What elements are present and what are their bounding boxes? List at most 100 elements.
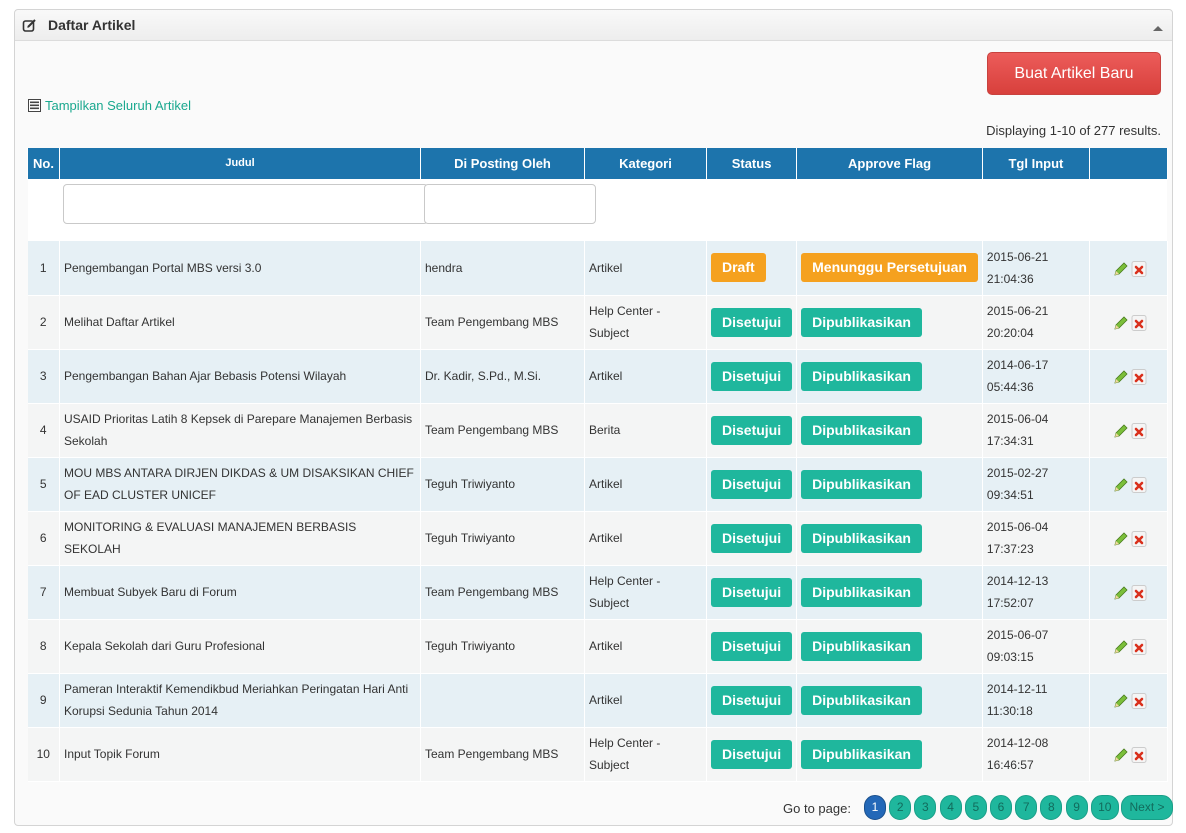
tgl-time: 21:04:36 — [986, 271, 1034, 286]
table-row: 6 MONITORING & EVALUASI MANAJEMEN BERBASI… — [27, 511, 1168, 566]
cell-approve: Dipublikasikan — [796, 349, 983, 404]
panel-header: Daftar Artikel — [15, 10, 1172, 41]
delete-x-icon[interactable] — [1130, 422, 1148, 440]
filter-row — [27, 179, 1168, 241]
tgl-date: 2014-12-11 — [986, 682, 1048, 696]
delete-x-icon[interactable] — [1130, 530, 1148, 548]
page-link[interactable]: 2 — [889, 795, 912, 820]
delete-x-icon[interactable] — [1130, 584, 1148, 602]
table-row: 3 Pengembangan Bahan Ajar Bebasis Potensi… — [27, 349, 1168, 404]
cell-approve: Dipublikasikan — [796, 295, 983, 350]
delete-x-icon[interactable] — [1130, 260, 1148, 278]
col-header-judul[interactable]: Judul — [59, 148, 421, 180]
delete-x-icon[interactable] — [1130, 368, 1148, 386]
page-link[interactable]: 3 — [914, 795, 937, 820]
cell-approve: Dipublikasikan — [796, 565, 983, 620]
pencil-icon[interactable] — [1112, 692, 1130, 710]
cell-no: 9 — [27, 673, 60, 728]
pencil-icon[interactable] — [1112, 584, 1130, 602]
page-link[interactable]: 7 — [1015, 795, 1038, 820]
cell-status: Disetujui — [706, 673, 798, 728]
cell-judul: Pengembangan Bahan Ajar Bebasis Potensi … — [59, 349, 421, 404]
pencil-icon[interactable] — [1112, 314, 1130, 332]
delete-x-icon[interactable] — [1130, 638, 1148, 656]
cell-oleh: Teguh Triwiyanto — [420, 457, 585, 512]
cell-approve: Dipublikasikan — [796, 403, 983, 458]
cell-oleh: Team Pengembang MBS — [420, 565, 585, 620]
cell-oleh — [420, 673, 585, 728]
cell-status: Draft — [706, 241, 798, 296]
pencil-icon[interactable] — [1112, 368, 1130, 386]
chevron-up-icon[interactable] — [1153, 21, 1163, 35]
table-row: 10 Input Topik Forum Team Pengembang MBS He… — [27, 727, 1168, 782]
filter-oleh-input[interactable] — [423, 183, 596, 224]
cell-oleh: Team Pengembang MBS — [420, 295, 585, 350]
page-link[interactable]: 10 — [1090, 795, 1119, 820]
cell-approve: Menunggu Persetujuan — [796, 241, 983, 296]
cell-tgl: 2015-06-04 17:37:23 — [982, 511, 1090, 566]
cell-tgl: 2015-06-21 21:04:36 — [982, 241, 1090, 296]
cell-kategori: Artikel — [584, 349, 707, 404]
cell-no: 1 — [27, 241, 60, 296]
page-link[interactable]: 6 — [990, 795, 1012, 820]
panel-title: Daftar Artikel — [48, 17, 136, 33]
delete-x-icon[interactable] — [1130, 476, 1148, 494]
col-header-no[interactable]: No. — [27, 148, 60, 180]
page-link[interactable]: 4 — [939, 795, 962, 820]
table-row: 1 Pengembangan Portal MBS versi 3.0 hendra… — [27, 241, 1168, 296]
cell-kategori: Berita — [584, 403, 707, 458]
cell-kategori: Artikel — [584, 619, 707, 674]
next-page-link[interactable]: Next > — [1121, 795, 1173, 820]
show-all-articles-link[interactable]: Tampilkan Seluruh Artikel — [28, 98, 191, 115]
table-row: 2 Melihat Daftar Artikel Team Pengembang M… — [27, 295, 1168, 350]
col-header-tgl[interactable]: Tgl Input — [981, 148, 1090, 180]
pencil-icon[interactable] — [1112, 746, 1130, 764]
articles-panel: Daftar Artikel Buat Artikel Baru Tampilk… — [14, 9, 1173, 826]
pencil-icon[interactable] — [1112, 638, 1130, 656]
col-header-actions — [1088, 148, 1168, 180]
cell-actions — [1089, 295, 1168, 350]
approve-badge: Dipublikasikan — [801, 577, 922, 607]
tgl-time: 17:37:23 — [986, 542, 1034, 556]
tgl-time: 17:52:07 — [986, 596, 1034, 610]
cell-status: Disetujui — [706, 403, 798, 458]
status-badge: Disetujui — [711, 415, 793, 445]
cell-judul: Input Topik Forum — [59, 727, 421, 782]
cell-status: Disetujui — [706, 619, 798, 674]
cell-actions — [1089, 727, 1168, 782]
table-row: 9 Pameran Interaktif Kemendikbud Meriahka… — [27, 673, 1168, 728]
delete-x-icon[interactable] — [1130, 692, 1148, 710]
col-header-status[interactable]: Status — [705, 148, 798, 180]
cell-tgl: 2014-06-17 05:44:36 — [982, 349, 1090, 404]
filter-judul-input[interactable] — [62, 183, 428, 224]
page-link[interactable]: 5 — [964, 795, 987, 820]
page-link[interactable]: 8 — [1040, 795, 1063, 820]
cell-judul: Pengembangan Portal MBS versi 3.0 — [59, 241, 421, 296]
delete-x-icon[interactable] — [1130, 314, 1148, 332]
cell-oleh: Team Pengembang MBS — [420, 403, 585, 458]
cell-status: Disetujui — [706, 349, 798, 404]
page-link[interactable]: 9 — [1065, 795, 1088, 820]
cell-actions — [1089, 619, 1168, 674]
cell-actions — [1089, 241, 1168, 296]
pencil-icon[interactable] — [1112, 476, 1130, 494]
table-row: 5 MOU MBS ANTARA DIRJEN DIKDAS & UM DISAK… — [27, 457, 1168, 512]
pencil-icon[interactable] — [1112, 530, 1130, 548]
delete-x-icon[interactable] — [1130, 746, 1148, 764]
pencil-icon[interactable] — [1112, 422, 1130, 440]
col-header-approve[interactable]: Approve Flag — [796, 148, 983, 180]
create-article-button[interactable]: Buat Artikel Baru — [987, 52, 1161, 95]
status-badge: Draft — [711, 253, 766, 283]
edit-square-icon — [22, 18, 37, 36]
pager-label: Go to page: — [783, 801, 851, 816]
cell-tgl: 2015-02-27 09:34:51 — [982, 457, 1090, 512]
page-link[interactable]: 1 — [864, 795, 886, 820]
cell-tgl: 2014-12-11 11:30:18 — [982, 673, 1090, 728]
col-header-oleh[interactable]: Di Posting Oleh — [420, 148, 585, 180]
pencil-icon[interactable] — [1112, 260, 1130, 278]
status-badge: Disetujui — [711, 469, 793, 499]
cell-approve: Dipublikasikan — [796, 619, 983, 674]
tgl-date: 2014-06-17 — [986, 358, 1049, 372]
col-header-kategori[interactable]: Kategori — [584, 148, 707, 180]
status-badge: Disetujui — [711, 739, 793, 769]
